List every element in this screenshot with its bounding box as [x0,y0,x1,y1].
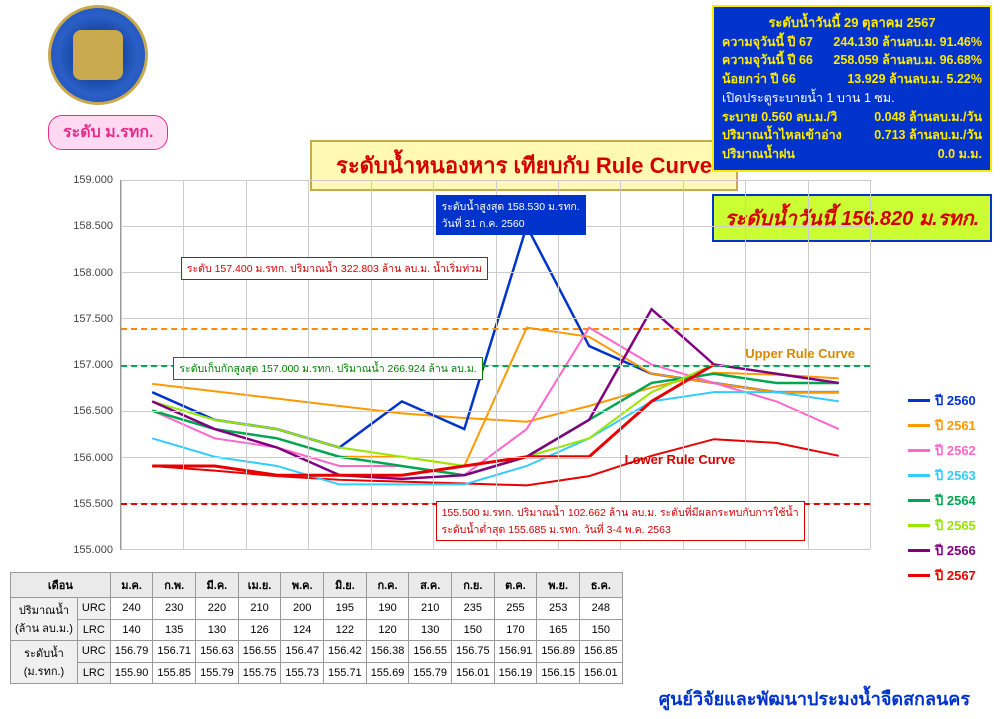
legend-item: ปี 2563 [908,465,996,486]
y-axis: 155.000155.500156.000156.500157.000157.5… [60,180,115,550]
footer-org: ศูนย์วิจัยและพัฒนาประมงน้ำจืดสกลนคร [659,684,970,713]
legend-item: ปี 2562 [908,440,996,461]
legend-item: ปี 2565 [908,515,996,536]
legend-item: ปี 2566 [908,540,996,561]
legend-item: ปี 2560 [908,390,996,411]
plot-region: ระดับน้ำสูงสุด 158.530 ม.รทก.วันที่ 31 ก… [120,180,870,550]
legend-item: ปี 2564 [908,490,996,511]
level-pill: ระดับ ม.รทก. [48,115,168,150]
rule-curve-table: เดือนม.ค.ก.พ.มี.ค.เม.ย.พ.ค.มิ.ย.ก.ค.ส.ค.… [10,572,623,684]
chart-area: 155.000155.500156.000156.500157.000157.5… [60,180,870,550]
legend-item: ปี 2567 [908,565,996,586]
info-panel: ระดับน้ำวันนี้ 29 ตุลาคม 2567 ความจุวันน… [712,5,992,172]
legend: ปี 2560 ปี 2561 ปี 2562 ปี 2563 ปี 2564 ปี 25… [908,390,996,590]
info-date: ระดับน้ำวันนี้ 29 ตุลาคม 2567 [722,13,982,33]
legend-item: ปี 2561 [908,415,996,436]
dept-logo [48,5,148,105]
